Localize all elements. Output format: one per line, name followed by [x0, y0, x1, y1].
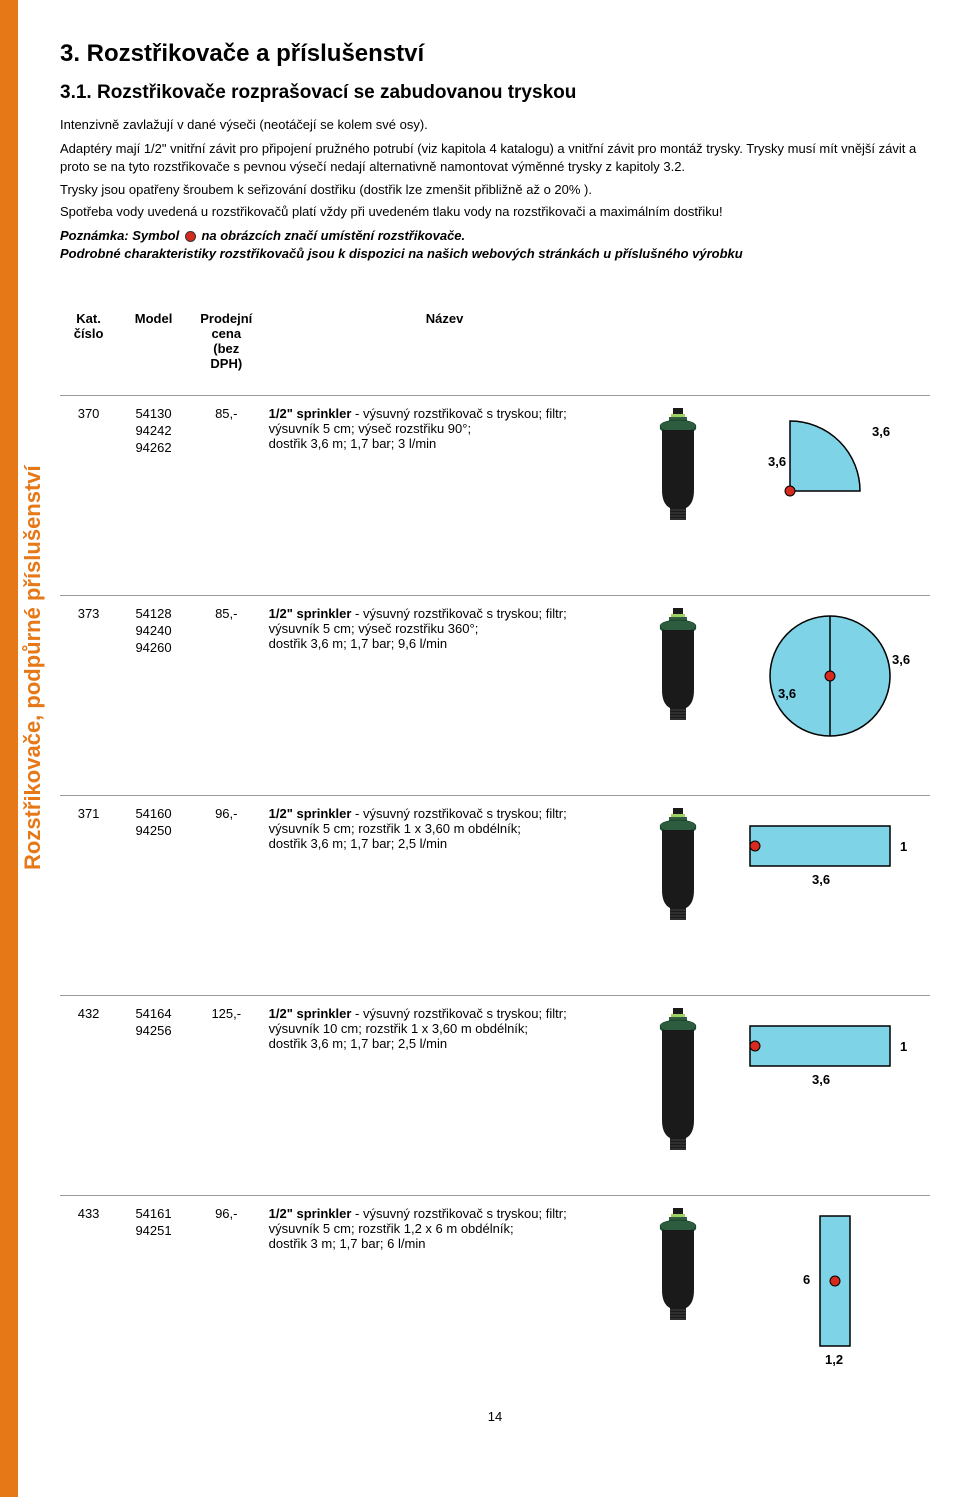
- cell-description: 1/2" sprinkler - výsuvný rozstřikovač s …: [263, 596, 627, 796]
- cell-kat: 432: [60, 996, 117, 1196]
- cell-price: 96,-: [190, 1196, 263, 1390]
- page-number: 14: [60, 1409, 930, 1424]
- body-paragraph-2: Trysky jsou opatřeny šroubem k seřizován…: [60, 181, 930, 199]
- svg-text:3,6: 3,6: [768, 454, 786, 469]
- col-header-model: Model: [117, 303, 190, 396]
- cell-product-image: [626, 1196, 730, 1390]
- svg-text:3,6: 3,6: [812, 1072, 830, 1087]
- cell-model: 541309424294262: [117, 396, 190, 596]
- table-row: 37354128942409426085,-1/2" sprinkler - v…: [60, 596, 930, 796]
- cell-diagram: 1 3,6: [730, 996, 930, 1196]
- cell-model: 5416494256: [117, 996, 190, 1196]
- cell-price: 96,-: [190, 796, 263, 996]
- side-label: Rozstřikovače, podpůrné příslušenství: [20, 465, 46, 870]
- body-paragraph-1: Adaptéry mají 1/2" vnitřní závit pro při…: [60, 140, 930, 176]
- svg-text:3,6: 3,6: [812, 872, 830, 887]
- cell-kat: 370: [60, 396, 117, 596]
- cell-kat: 433: [60, 1196, 117, 1390]
- cell-description: 1/2" sprinkler - výsuvný rozstřikovač s …: [263, 996, 627, 1196]
- cell-model: 541289424094260: [117, 596, 190, 796]
- cell-kat: 373: [60, 596, 117, 796]
- products-table: Kat. číslo Model Prodejní cena (bez DPH)…: [60, 303, 930, 1389]
- orange-sidebar: [0, 0, 18, 1497]
- note-symbol-line: Poznámka: Symbol na obrázcích značí umís…: [60, 227, 930, 245]
- red-dot-icon: [185, 231, 196, 242]
- cell-diagram: 3,6 3,6: [730, 596, 930, 796]
- subsection-heading: 3.1. Rozstřikovače rozprašovací se zabud…: [60, 82, 930, 104]
- cell-kat: 371: [60, 796, 117, 996]
- svg-text:6: 6: [803, 1272, 810, 1287]
- svg-text:3,6: 3,6: [872, 424, 890, 439]
- cell-product-image: [626, 396, 730, 596]
- cell-description: 1/2" sprinkler - výsuvný rozstřikovač s …: [263, 796, 627, 996]
- cell-product-image: [626, 796, 730, 996]
- svg-text:1: 1: [900, 1039, 907, 1054]
- cell-price: 85,-: [190, 596, 263, 796]
- svg-text:1,2: 1,2: [825, 1352, 843, 1367]
- cell-diagram: 1 3,6: [730, 796, 930, 996]
- cell-product-image: [626, 596, 730, 796]
- cell-price: 85,-: [190, 396, 263, 596]
- table-row: 371541609425096,-1/2" sprinkler - výsuvn…: [60, 796, 930, 996]
- cell-product-image: [626, 996, 730, 1196]
- cell-model: 5416094250: [117, 796, 190, 996]
- note-detail-line: Podrobné charakteristiky rozstřikovačů j…: [60, 245, 930, 263]
- svg-text:1: 1: [900, 839, 907, 854]
- svg-text:3,6: 3,6: [892, 652, 910, 667]
- cell-diagram: 3,6 3,6: [730, 396, 930, 596]
- cell-model: 5416194251: [117, 1196, 190, 1390]
- cell-diagram: 6 1,2: [730, 1196, 930, 1390]
- col-header-kat: Kat. číslo: [60, 303, 117, 396]
- intro-text: Intenzivně zavlažují v dané výseči (neot…: [60, 116, 930, 134]
- table-row: 37054130942429426285,-1/2" sprinkler - v…: [60, 396, 930, 596]
- body-paragraph-3: Spotřeba vody uvedená u rozstřikovačů pl…: [60, 203, 930, 221]
- table-row: 4325416494256125,-1/2" sprinkler - výsuv…: [60, 996, 930, 1196]
- col-header-name: Název: [263, 303, 627, 396]
- cell-price: 125,-: [190, 996, 263, 1196]
- col-header-price: Prodejní cena (bez DPH): [190, 303, 263, 396]
- cell-description: 1/2" sprinkler - výsuvný rozstřikovač s …: [263, 396, 627, 596]
- section-heading: 3. Rozstřikovače a příslušenství: [60, 40, 930, 68]
- svg-text:3,6: 3,6: [778, 686, 796, 701]
- cell-description: 1/2" sprinkler - výsuvný rozstřikovač s …: [263, 1196, 627, 1390]
- table-row: 433541619425196,-1/2" sprinkler - výsuvn…: [60, 1196, 930, 1390]
